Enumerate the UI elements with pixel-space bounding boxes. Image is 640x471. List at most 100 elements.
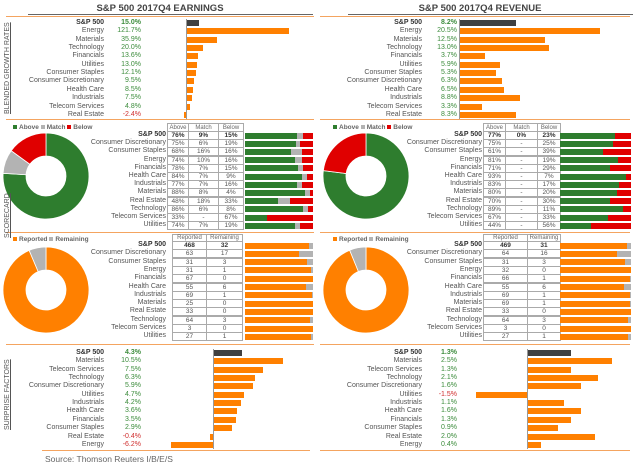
reported-label: Utilities <box>459 332 482 340</box>
section-divider <box>6 16 314 17</box>
scorecard-donut <box>322 132 410 220</box>
scorecard-label: Financials <box>134 163 166 171</box>
surprise-value: 4.2% <box>125 399 141 407</box>
above-bar <box>560 165 611 172</box>
growth-label: Utilities <box>81 60 104 68</box>
growth-bar <box>459 86 504 93</box>
surprise-value: 0.9% <box>441 424 457 432</box>
scorecard-label: S&P 500 <box>454 131 482 138</box>
surprise-label: Real Estate <box>67 432 104 440</box>
title-underline <box>348 14 633 15</box>
surprise-value: 2.5% <box>441 357 457 365</box>
match-bar <box>295 157 303 164</box>
surprise-label: Health Care <box>384 407 422 415</box>
below-bar <box>603 148 631 155</box>
reported-label: Technology <box>130 315 166 323</box>
reported-bar <box>245 333 311 340</box>
reported-label: Materials <box>453 299 482 307</box>
reported-bar <box>560 242 627 249</box>
surprise-label: Financials <box>72 415 104 423</box>
growth-bar <box>186 86 194 93</box>
scorecard-cell: 56% <box>537 221 561 231</box>
below-bar <box>623 206 631 213</box>
below-bar <box>267 214 313 221</box>
surprise-bar <box>213 425 233 432</box>
above-bar <box>245 222 296 229</box>
reported-label: Telecom Services <box>427 324 482 331</box>
surprise-value: -0.4% <box>122 432 141 440</box>
scorecard-label: Consumer Discretionary <box>406 139 482 147</box>
surprise-bar <box>527 441 541 448</box>
below-bar <box>614 132 631 139</box>
above-bar <box>560 157 618 164</box>
below-bar <box>609 198 631 205</box>
surprise-label: Materials <box>75 357 104 365</box>
surprise-bar <box>527 375 599 382</box>
legend-item: Match <box>366 124 386 131</box>
growth-bar <box>459 78 503 85</box>
growth-value: 20.0% <box>121 44 141 52</box>
growth-bar <box>459 28 601 35</box>
donut-slice-reported <box>2 246 90 334</box>
surprise-bar <box>527 366 572 373</box>
legend-item: Remaining <box>375 236 409 243</box>
legend-swatch <box>13 125 17 130</box>
growth-value: 13.0% <box>437 44 457 52</box>
growth-value: 7.5% <box>125 94 141 102</box>
scorecard-cell: - <box>505 221 538 231</box>
growth-bar <box>459 53 485 60</box>
section-divider <box>320 232 630 233</box>
legend-swatch <box>40 125 45 130</box>
legend-item: Reported <box>19 236 48 243</box>
reported-label: Technology <box>446 315 482 323</box>
surprise-label: Telecom Services <box>49 365 104 373</box>
growth-value: 5.3% <box>441 69 457 77</box>
growth-label: Real Estate <box>67 110 104 118</box>
above-bar <box>245 189 305 196</box>
reported-bar <box>560 325 631 332</box>
legend-swatch <box>369 237 374 242</box>
reported-bar <box>245 284 307 290</box>
scorecard-label: Industrials <box>450 180 482 188</box>
footer-divider <box>320 450 630 451</box>
growth-value: 8.5% <box>125 85 141 93</box>
growth-value: 3.7% <box>441 52 457 60</box>
surprise-label: Real Estate <box>385 432 422 440</box>
surprise-label: Industrials <box>390 399 422 407</box>
growth-bar <box>459 20 516 26</box>
reported-cell: 27 <box>483 332 528 342</box>
remaining-bar <box>310 333 313 340</box>
donut-slice-remaining <box>349 246 367 273</box>
reported-bar <box>560 300 630 307</box>
surprise-label: Financials <box>390 415 422 423</box>
surprise-value: 5.9% <box>125 382 141 390</box>
match-bar <box>297 181 303 188</box>
growth-bar <box>459 111 517 118</box>
growth-label: Financials <box>390 52 422 60</box>
below-bar <box>617 157 631 164</box>
surprise-value: 4.7% <box>125 390 141 398</box>
surprise-label: Utilities <box>399 390 422 398</box>
reported-label: Real Estate <box>445 307 482 315</box>
above-bar <box>245 148 292 155</box>
scorecard-label: Telecom Services <box>111 213 166 220</box>
growth-bar <box>186 45 203 52</box>
reported-label: Consumer Discretionary <box>90 249 166 257</box>
match-bar <box>302 173 307 180</box>
match-bar <box>291 148 303 155</box>
scorecard-legend: Above Match Below <box>333 124 412 131</box>
reported-label: Consumer Staples <box>108 257 166 265</box>
surprise-value: 3.5% <box>125 415 141 423</box>
growth-label: Industrials <box>72 94 104 102</box>
below-bar <box>302 132 313 139</box>
growth-bar <box>186 20 199 26</box>
surprise-bar <box>213 400 242 407</box>
surprise-value: -6.2% <box>122 440 141 448</box>
scorecard-label: Real Estate <box>445 196 482 204</box>
title-underline <box>28 14 313 15</box>
growth-bar <box>186 70 197 77</box>
growth-label: Telecom Services <box>49 102 104 110</box>
growth-bar <box>186 28 290 35</box>
growth-bar <box>459 103 482 110</box>
scorecard-label: Materials <box>137 188 166 196</box>
